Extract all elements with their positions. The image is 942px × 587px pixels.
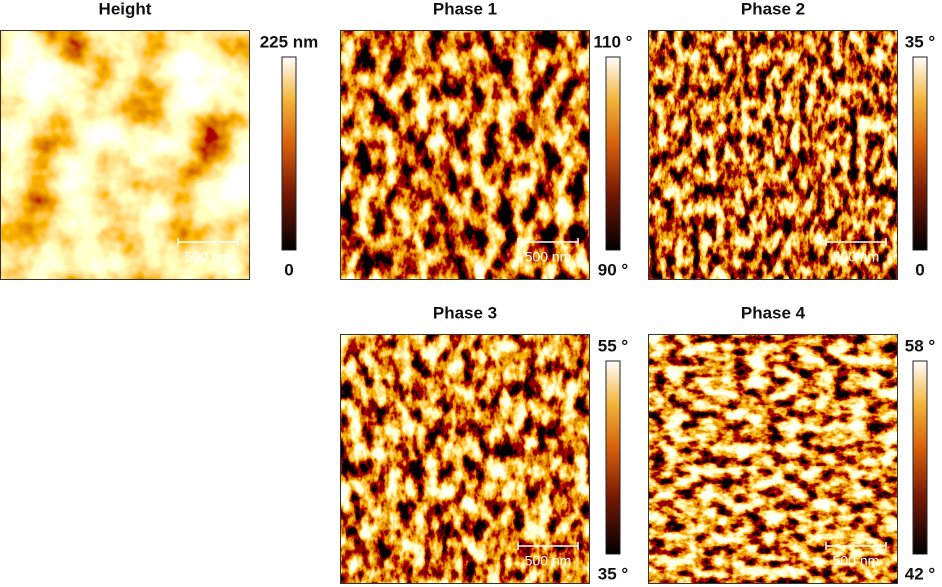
- afm-image: [0, 30, 250, 280]
- scale-bar: [517, 238, 579, 246]
- afm-image: [340, 334, 590, 584]
- image-border: [0, 30, 250, 280]
- image-border: [340, 30, 590, 280]
- colorbar-min: 90 °: [598, 260, 629, 279]
- colorbar-min: 42 °: [905, 564, 936, 583]
- image-border: [648, 334, 898, 584]
- colorbar-min: 0: [915, 260, 924, 279]
- afm-image: [340, 30, 590, 280]
- image-border: [648, 30, 898, 280]
- colorbar: [912, 56, 928, 251]
- scale-bar-label: 500 nm: [525, 553, 572, 569]
- colorbar-max: 55 °: [598, 336, 629, 355]
- colorbar: [281, 56, 297, 251]
- scale-bar: [825, 238, 887, 246]
- panel-title: Phase 2: [741, 0, 805, 18]
- scale-bar-label: 500 nm: [833, 553, 880, 569]
- scale-bar: [825, 542, 887, 550]
- scale-bar: [517, 542, 579, 550]
- scale-bar: [177, 238, 239, 246]
- scale-bar-label: 500 nm: [525, 249, 572, 265]
- colorbar-min: 35 °: [598, 564, 629, 583]
- colorbar-max: 35 °: [905, 32, 936, 51]
- colorbar: [912, 360, 928, 555]
- panel-title: Height: [99, 0, 152, 18]
- image-border: [340, 334, 590, 584]
- colorbar-max: 58 °: [905, 336, 936, 355]
- colorbar: [605, 56, 621, 251]
- afm-image: [648, 30, 898, 280]
- panel-title: Phase 1: [433, 0, 497, 18]
- scale-bar-label: 500 nm: [185, 249, 232, 265]
- afm-image: [648, 334, 898, 584]
- colorbar-max: 225 nm: [260, 32, 319, 51]
- scale-bar-label: 500 nm: [833, 249, 880, 265]
- colorbar-max: 110 °: [594, 32, 633, 51]
- colorbar: [605, 360, 621, 555]
- colorbar-min: 0: [284, 260, 293, 279]
- panel-title: Phase 4: [741, 303, 806, 322]
- panel-title: Phase 3: [433, 303, 497, 322]
